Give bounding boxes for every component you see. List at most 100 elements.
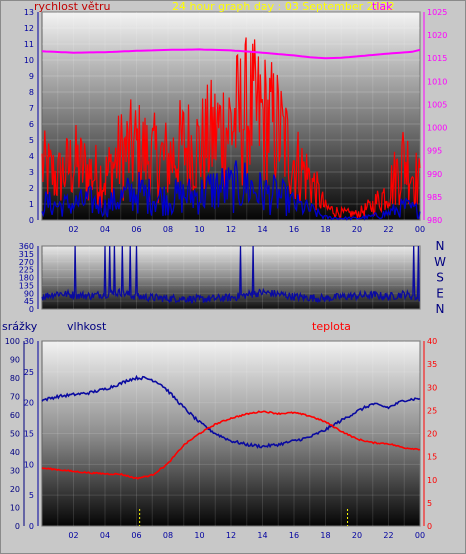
temperature-tick-label: 25	[427, 406, 437, 415]
x-tick-label: 06	[131, 531, 141, 540]
rain-tick-label: 70	[10, 393, 20, 402]
y-left-tick-label: 0	[29, 216, 34, 225]
x-tick-label: 18	[320, 531, 330, 540]
y-left-tick-label: 7	[29, 104, 34, 113]
direction-label: S	[436, 271, 444, 285]
x-tick-label: 10	[194, 531, 204, 540]
x-tick-label: 20	[352, 225, 362, 234]
series-direction-line	[41, 245, 420, 304]
rain-tick-label: 20	[10, 485, 20, 494]
temperature-tick-label: 15	[427, 453, 437, 462]
rain-tick-label: 60	[10, 411, 20, 420]
direction-tick-label: 225	[19, 266, 34, 275]
temperature-tick-label: 40	[427, 337, 437, 346]
rain-label: srážky	[2, 320, 38, 333]
humidity-tick-label: 10	[24, 460, 34, 469]
humidity-label: vlhkost	[67, 320, 107, 333]
rain-tick-label: 100	[5, 337, 20, 346]
x-tick-label: 08	[163, 225, 173, 234]
x-tick-label: 16	[289, 531, 299, 540]
direction-tick-label: 45	[24, 297, 34, 306]
rain-tick-label: 50	[10, 430, 20, 439]
direction-label: N	[436, 302, 445, 316]
x-tick-label: 02	[68, 225, 78, 234]
x-tick-label: 06	[131, 225, 141, 234]
wind-speed-label: rychlost větru	[34, 0, 111, 13]
y-left-tick-label: 5	[29, 136, 34, 145]
direction-tick-label: 180	[19, 274, 34, 283]
humidity-tick-label: 15	[24, 430, 34, 439]
x-tick-label: 16	[289, 225, 299, 234]
y-right-tick-label: 1000	[427, 124, 447, 133]
x-tick-label: 08	[163, 531, 173, 540]
y-left-tick-label: 12	[24, 24, 34, 33]
y-left-tick-label: 13	[24, 8, 34, 17]
y-left-tick-label: 3	[29, 168, 34, 177]
temperature-tick-label: 35	[427, 360, 437, 369]
x-tick-label: 20	[352, 531, 362, 540]
humidity-tick-label: 25	[24, 368, 34, 377]
y-right-tick-label: 1020	[427, 31, 447, 40]
series-pressure-line	[41, 48, 421, 60]
rain-tick-label: 80	[10, 374, 20, 383]
direction-label: W	[434, 255, 446, 269]
x-tick-label: 00	[415, 531, 425, 540]
y-left-tick-label: 9	[29, 72, 34, 81]
series-gust-line	[41, 37, 421, 220]
y-right-tick-label: 1005	[427, 100, 447, 109]
x-tick-label: 02	[68, 531, 78, 540]
x-tick-label: 14	[257, 225, 267, 234]
pressure-label: tlak	[372, 0, 393, 13]
y-left-tick-label: 8	[29, 88, 34, 97]
rain-tick-label: 30	[10, 467, 20, 476]
y-left-tick-label: 6	[29, 120, 34, 129]
y-right-tick-label: 985	[427, 193, 442, 202]
y-right-tick-label: 990	[427, 170, 442, 179]
direction-tick-label: 270	[19, 258, 34, 267]
direction-tick-label: 0	[29, 305, 34, 314]
humidity-tick-label: 0	[29, 522, 34, 531]
direction-tick-label: 135	[19, 281, 34, 290]
direction-tick-label: 315	[19, 250, 34, 259]
y-right-tick-label: 1010	[427, 77, 447, 86]
series-humidity-line	[41, 374, 421, 449]
temperature-tick-label: 20	[427, 430, 437, 439]
y-left-tick-label: 11	[24, 40, 34, 49]
y-right-tick-label: 1015	[427, 54, 447, 63]
y-left-tick-label: 1	[29, 200, 34, 209]
y-left-tick-label: 4	[29, 152, 34, 161]
rain-tick-label: 90	[10, 356, 20, 365]
humidity-tick-label: 20	[24, 399, 34, 408]
x-tick-label: 18	[320, 225, 330, 234]
temperature-tick-label: 0	[427, 522, 432, 531]
y-right-tick-label: 980	[427, 216, 442, 225]
direction-label: E	[436, 286, 444, 300]
rain-tick-label: 10	[10, 504, 20, 513]
direction-tick-label: 90	[24, 289, 34, 298]
panel-background-3	[41, 340, 421, 527]
chart-title: 24 hour graph day : 03 September 2022	[172, 0, 395, 13]
y-left-tick-label: 10	[24, 56, 34, 65]
series-wind-line	[41, 160, 421, 221]
direction-label: N	[436, 239, 445, 253]
x-tick-label: 10	[194, 225, 204, 234]
x-tick-label: 04	[100, 225, 110, 234]
x-tick-label: 00	[415, 225, 425, 234]
x-tick-label: 22	[383, 225, 393, 234]
x-tick-label: 14	[257, 531, 267, 540]
rain-tick-label: 0	[15, 522, 20, 531]
y-right-tick-label: 1025	[427, 8, 447, 17]
rain-tick-label: 40	[10, 448, 20, 457]
direction-tick-label: 360	[19, 242, 34, 251]
x-tick-label: 04	[100, 531, 110, 540]
humidity-tick-label: 30	[24, 337, 34, 346]
series-temperature-line	[41, 410, 421, 480]
temperature-tick-label: 10	[427, 476, 437, 485]
temperature-tick-label: 5	[427, 499, 432, 508]
temperature-label: teplota	[312, 320, 351, 333]
y-left-tick-label: 2	[29, 184, 34, 193]
x-tick-label: 12	[226, 531, 236, 540]
x-tick-label: 12	[226, 225, 236, 234]
x-tick-label: 22	[383, 531, 393, 540]
